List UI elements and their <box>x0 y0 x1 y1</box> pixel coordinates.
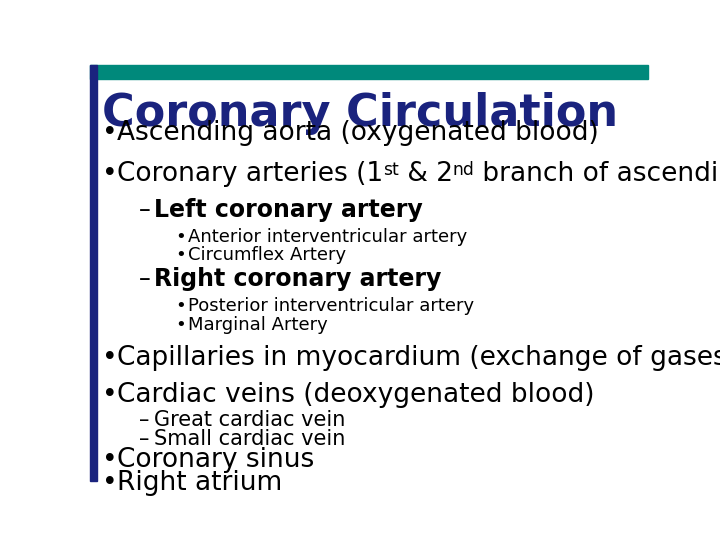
Text: –: – <box>139 429 150 449</box>
Text: •: • <box>102 382 118 408</box>
Text: •: • <box>102 470 118 496</box>
Text: –: – <box>139 410 150 430</box>
Text: Cardiac veins (deoxygenated blood): Cardiac veins (deoxygenated blood) <box>117 382 594 408</box>
Text: •: • <box>102 161 118 187</box>
Text: Posterior interventricular artery: Posterior interventricular artery <box>188 297 474 315</box>
Text: Marginal Artery: Marginal Artery <box>188 316 328 334</box>
Text: Coronary arteries (1: Coronary arteries (1 <box>117 161 383 187</box>
Text: –: – <box>139 267 151 291</box>
Text: Capillaries in myocardium (exchange of gases): Capillaries in myocardium (exchange of g… <box>117 345 720 371</box>
Text: •: • <box>175 297 186 315</box>
Text: nd: nd <box>453 161 474 179</box>
Text: Coronary sinus: Coronary sinus <box>117 447 314 473</box>
Bar <box>90 65 96 481</box>
Bar <box>90 65 648 79</box>
Text: branch of ascending aorta): branch of ascending aorta) <box>474 161 720 187</box>
Text: •: • <box>175 246 186 264</box>
Text: & 2: & 2 <box>399 161 453 187</box>
Text: •: • <box>102 447 118 473</box>
Text: •: • <box>102 345 118 371</box>
Text: Ascending aorta (oxygenated blood): Ascending aorta (oxygenated blood) <box>117 120 598 146</box>
Text: Right coronary artery: Right coronary artery <box>154 267 441 291</box>
Text: •: • <box>175 316 186 334</box>
Text: Coronary Circulation: Coronary Circulation <box>102 92 618 135</box>
Text: Circumflex Artery: Circumflex Artery <box>188 246 346 264</box>
Text: •: • <box>175 227 186 246</box>
Text: •: • <box>102 120 118 146</box>
Text: Small cardiac vein: Small cardiac vein <box>154 429 346 449</box>
Text: Left coronary artery: Left coronary artery <box>154 198 423 221</box>
Text: Great cardiac vein: Great cardiac vein <box>154 410 346 430</box>
Text: st: st <box>383 161 399 179</box>
Text: –: – <box>139 198 151 221</box>
Text: Right atrium: Right atrium <box>117 470 282 496</box>
Text: Anterior interventricular artery: Anterior interventricular artery <box>188 227 467 246</box>
